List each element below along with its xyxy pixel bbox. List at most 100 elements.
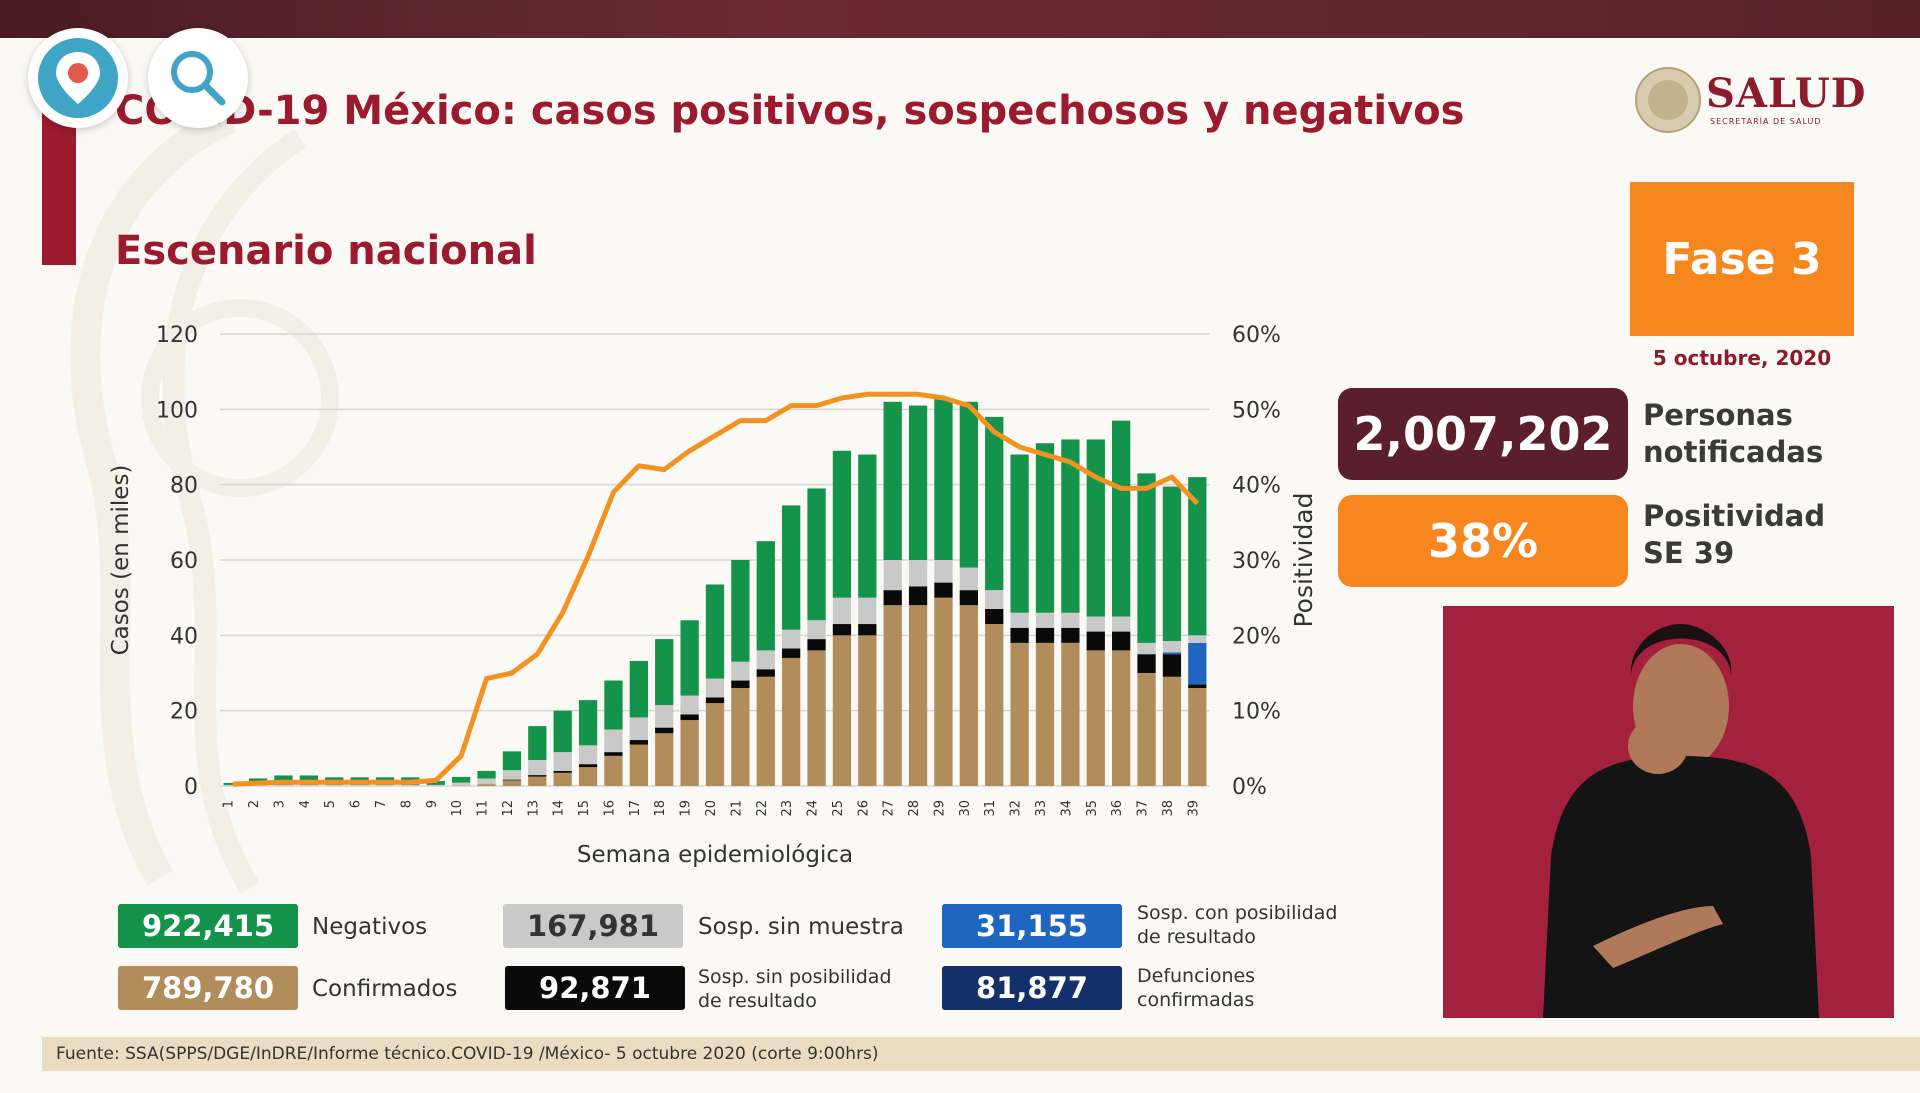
- bar-segment: [731, 680, 750, 689]
- bar-segment: [959, 567, 978, 591]
- legend-sosp-con-pos-label-line1: Sosp. con posibilidad: [1137, 902, 1338, 924]
- bar-segment: [908, 605, 928, 786]
- bar-segment: [756, 541, 775, 651]
- y2-tick-label: 40%: [1232, 474, 1281, 499]
- x-tick-label: 7: [374, 800, 389, 808]
- bar-segment: [1061, 627, 1080, 643]
- bar-segment: [680, 714, 699, 721]
- x-tick-label: 18: [653, 800, 668, 817]
- y-tick-label: 120: [156, 323, 198, 348]
- bar-segment: [1137, 673, 1156, 786]
- bar-segment: [832, 597, 852, 625]
- legend-sosp-sin-pos-value: 92,871: [505, 966, 685, 1010]
- x-tick-label: 15: [577, 800, 592, 817]
- bar-segment: [578, 767, 598, 786]
- video-top-bar: [0, 0, 1920, 38]
- x-tick-label: 39: [1186, 800, 1201, 817]
- periscope-icon: [38, 38, 118, 118]
- bar-segment: [299, 784, 318, 786]
- bar-segment: [782, 505, 801, 630]
- cases-chart: 0 0%20 10%40 20%60 30%80 40%100 50%120 60%1 2 3 4 5…: [108, 323, 1318, 868]
- bar-segment: [452, 776, 471, 783]
- x-tick-label: 4: [298, 800, 313, 808]
- bar-segment: [731, 661, 750, 681]
- legend-sosp-sin-muestra-value: 167,981: [503, 904, 683, 948]
- bar-segment: [1010, 642, 1029, 786]
- bar-segment: [1035, 627, 1055, 643]
- bar-segment: [807, 650, 826, 786]
- bar-segment: [782, 648, 801, 658]
- bar-segment: [985, 624, 1004, 786]
- x-tick-label: 30: [958, 800, 973, 817]
- bar-segment: [502, 779, 522, 781]
- bar-segment: [1112, 631, 1131, 651]
- bar-segment: [223, 782, 242, 785]
- legend-sosp-sin-pos-label-line1: Sosp. sin posibilidad: [698, 966, 892, 988]
- bar-segment: [629, 740, 648, 745]
- legend-confirmados-value: 789,780: [118, 966, 298, 1010]
- bar-segment: [604, 752, 623, 756]
- bar-segment: [350, 784, 369, 786]
- salud-logo-text: SALUD: [1706, 70, 1867, 117]
- x-tick-label: 24: [806, 800, 821, 817]
- x-tick-label: 33: [1034, 800, 1049, 817]
- bar-segment: [934, 398, 953, 560]
- x-tick-label: 37: [1136, 800, 1151, 817]
- bar-segment: [883, 560, 902, 591]
- page-title: COVID-19 México: casos positivos, sospec…: [115, 88, 1465, 134]
- x-tick-label: 21: [729, 800, 744, 817]
- x-tick-label: 10: [450, 800, 465, 817]
- x-tick-label: 22: [755, 800, 770, 817]
- bar-segment: [705, 678, 725, 698]
- bar-segment: [1112, 616, 1131, 632]
- y2-tick-label: 50%: [1232, 398, 1281, 423]
- interpreter-figure: [1443, 606, 1894, 1018]
- bar-segment: [1035, 642, 1055, 786]
- x-tick-label: 32: [1009, 800, 1024, 817]
- background-watermark: [70, 104, 339, 894]
- bar-segment: [1188, 642, 1207, 685]
- x-tick-label: 12: [501, 800, 516, 817]
- bar-segment: [629, 744, 648, 786]
- bar-segment: [731, 688, 750, 786]
- periscope-button[interactable]: [28, 28, 128, 128]
- positivity-line: [232, 391, 1200, 787]
- bar-segment: [908, 586, 928, 606]
- x-tick-label: 27: [882, 800, 897, 817]
- bar-segment: [959, 401, 978, 568]
- bar-segment: [985, 608, 1004, 625]
- x-tick-label: 31: [983, 800, 998, 817]
- x-tick-label: 20: [704, 800, 719, 817]
- bar-segment: [553, 752, 572, 771]
- bar-segment: [858, 624, 877, 636]
- source-footer: Fuente: SSA(SPPS/DGE/InDRE/Informe técni…: [42, 1037, 1920, 1071]
- bar-segment: [528, 760, 547, 776]
- bar-segment: [832, 624, 852, 636]
- bar-segment: [908, 560, 928, 587]
- legend-negativos-label: Negativos: [312, 914, 428, 940]
- legend-confirmados-label: Confirmados: [312, 976, 458, 1002]
- bar-segment: [1086, 616, 1105, 632]
- bar-segment: [528, 776, 547, 786]
- sign-language-interpreter-video: [1443, 606, 1894, 1018]
- legend-defunciones-label: Defunciones confirmadas: [1137, 964, 1255, 1012]
- bar-segment: [502, 751, 522, 771]
- bar-segment: [629, 660, 648, 718]
- bar-segment: [1137, 473, 1156, 643]
- search-button[interactable]: [148, 28, 248, 128]
- bar-segment: [553, 770, 572, 773]
- bar-segment: [629, 717, 648, 741]
- y-tick-label: 100: [156, 398, 198, 423]
- report-date: 5 octubre, 2020: [1652, 346, 1832, 370]
- bar-segment: [452, 782, 471, 786]
- bar-segment: [1010, 627, 1029, 643]
- legend-sosp-con-pos-label-line2: de resultado: [1137, 926, 1256, 948]
- bar-segment: [528, 726, 547, 761]
- x-tick-label: 6: [349, 800, 364, 808]
- x-tick-label: 34: [1059, 800, 1074, 817]
- bar-segment: [1035, 612, 1055, 628]
- x-tick-label: 14: [552, 800, 567, 817]
- legend-sosp-sin-muestra-label: Sosp. sin muestra: [698, 914, 904, 940]
- bar-segment: [756, 650, 775, 670]
- x-tick-label: 8: [399, 800, 414, 808]
